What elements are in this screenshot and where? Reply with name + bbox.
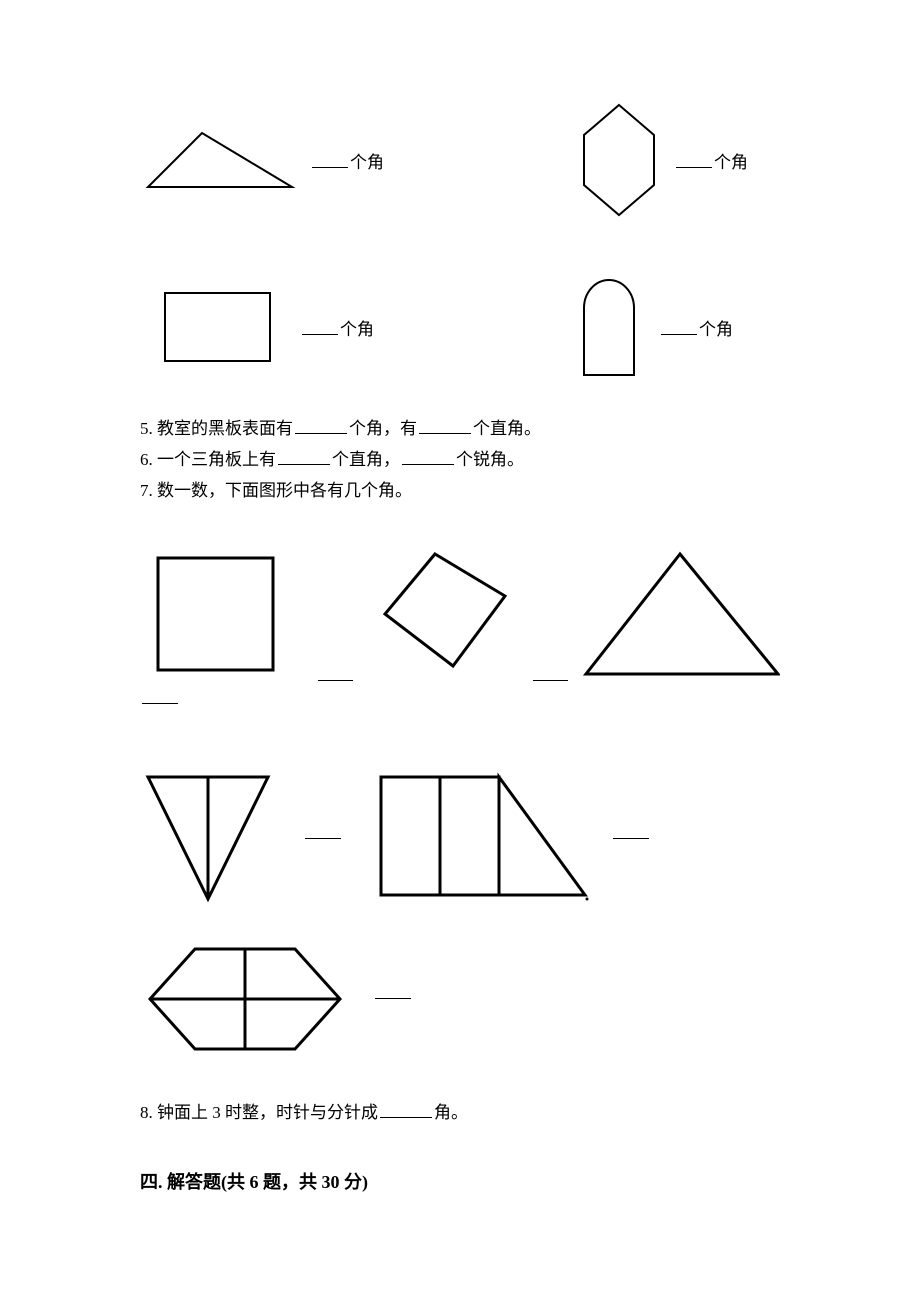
q7-blank-3-line [140, 691, 780, 709]
q7-invtri-group [140, 769, 343, 909]
q8: 8. 钟面上 3 时整，时针与分针成角。 [140, 1099, 780, 1128]
q7-row-c [140, 939, 780, 1059]
rectangle-shape [140, 283, 290, 373]
q7-blank-4 [305, 838, 341, 839]
q7-blank-5 [613, 838, 649, 839]
triangle-label: 个角 [310, 148, 384, 173]
hexagon-label: 个角 [674, 148, 748, 173]
shape-row-1: 个角 个角 [140, 100, 780, 220]
q7-hex-shape [140, 939, 350, 1059]
q6: 6. 一个三角板上有个直角，个锐角。 [140, 446, 780, 475]
q7-hex-group [140, 939, 413, 1059]
rectangle-label: 个角 [300, 315, 374, 340]
q7-row-a [140, 546, 780, 681]
rectangle-group: 个角 [140, 283, 374, 373]
arch-label: 个角 [659, 315, 733, 340]
q7-blank-2 [533, 680, 568, 681]
hexagon-shape [574, 100, 664, 220]
q7-blank-3 [142, 703, 178, 704]
q7: 7. 数一数，下面图形中各有几个角。 [140, 477, 780, 506]
triangle-group: 个角 [140, 125, 384, 195]
q7-blank-1 [318, 680, 353, 681]
shape-row-2: 个角 个角 [140, 270, 780, 385]
section-4-header: 四. 解答题(共 6 题，共 30 分) [140, 1168, 780, 1194]
q5: 5. 教室的黑板表面有个角，有个直角。 [140, 415, 780, 444]
q7-rect-triangle [373, 769, 593, 909]
q7-rect-tri-group [373, 769, 651, 909]
triangle-shape [140, 125, 300, 195]
q7-square [140, 546, 306, 681]
question-block: 5. 教室的黑板表面有个角，有个直角。 6. 一个三角板上有个直角，个锐角。 7… [140, 415, 780, 506]
arch-shape [564, 270, 649, 385]
arch-group: 个角 [564, 270, 733, 385]
q7-triangle [580, 546, 780, 681]
hexagon-group: 个角 [574, 100, 748, 220]
q7-blank-6 [375, 998, 411, 999]
q7-inverted-triangle [140, 769, 275, 909]
q7-row-b [140, 769, 780, 909]
q7-quadrilateral [365, 546, 521, 681]
